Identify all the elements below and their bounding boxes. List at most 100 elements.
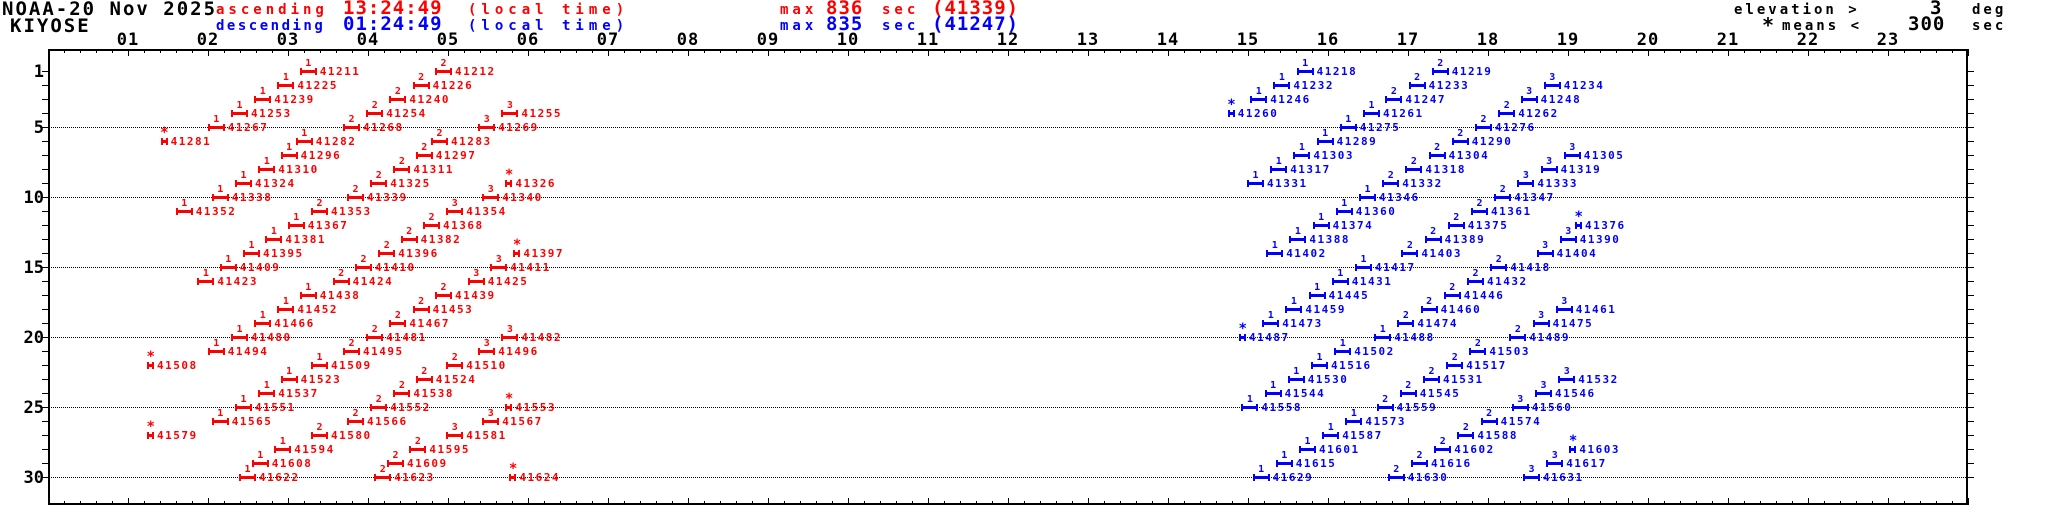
orbit-number: 41404 (1556, 247, 1598, 260)
x-axis-major-tick (928, 49, 929, 56)
orbit-number: 41573 (1365, 415, 1407, 428)
pass-duration-bar (258, 390, 276, 397)
pass-number: 2 (418, 296, 425, 307)
pass-number: 2 (1434, 142, 1441, 153)
x-axis-major-tick (528, 49, 529, 56)
orbit-number: 41538 (413, 387, 455, 400)
orbit-number: 41487 (1249, 331, 1290, 344)
x-axis-minor-tick (1760, 49, 1761, 53)
orbit-number: 41326 (515, 177, 557, 190)
orbit-number: 41395 (263, 247, 304, 260)
x-axis-minor-tick (672, 501, 673, 505)
x-axis-hour-label: 14 (1156, 30, 1180, 50)
pass-number: 1 (1258, 464, 1265, 475)
pass-number: 2 (375, 394, 382, 405)
pass-duration-bar (1517, 180, 1535, 187)
short-pass-asterisk-icon: * (1568, 433, 1578, 449)
pass-duration-bar (1250, 96, 1268, 103)
x-axis-minor-tick (1792, 49, 1793, 53)
orbit-number: 41494 (227, 345, 269, 358)
y-axis-day-tick (1968, 155, 1974, 156)
y-axis-day-tick (42, 337, 48, 338)
x-axis-minor-tick (144, 49, 145, 53)
pass-duration-bar (1273, 82, 1291, 89)
x-axis-minor-tick (720, 501, 721, 505)
short-pass-asterisk-icon: * (1574, 209, 1583, 225)
x-axis-hour-label: 02 (196, 30, 220, 50)
x-axis-minor-tick (1232, 501, 1233, 505)
x-axis-minor-tick (464, 49, 465, 53)
pass-number: 2 (436, 128, 443, 139)
pass-number: 1 (1360, 254, 1367, 265)
x-axis-minor-tick (224, 49, 225, 53)
x-axis-minor-tick (1520, 49, 1521, 53)
pass-duration-bar (280, 376, 298, 383)
x-axis-major-tick (1968, 498, 1969, 505)
pass-number: 1 (1302, 58, 1309, 69)
descending-max-label: max (780, 18, 818, 34)
pass-number: 2 (1387, 170, 1394, 181)
pass-number: 1 (286, 366, 293, 377)
y-axis-day-tick (42, 323, 48, 324)
pass-duration-bar (412, 82, 430, 89)
orbit-number: 41354 (466, 205, 507, 218)
pass-number: 1 (236, 100, 243, 111)
pass-number: 2 (1390, 86, 1397, 97)
x-axis-minor-tick (384, 49, 385, 53)
x-axis-minor-tick (304, 49, 305, 53)
x-axis-hour-label: 13 (1076, 30, 1100, 50)
pass-number: 2 (375, 170, 382, 181)
x-axis-minor-tick (544, 49, 545, 53)
descending-max-value: 835 (826, 13, 864, 35)
pass-duration-bar (1469, 348, 1487, 355)
pass-number: 2 (428, 212, 435, 223)
orbit-number: 41403 (1421, 247, 1463, 260)
x-axis-minor-tick (432, 49, 433, 53)
x-axis-minor-tick (1104, 49, 1105, 53)
pass-duration-bar (207, 124, 225, 131)
pass-number: 1 (257, 450, 264, 461)
pass-duration-bar (1555, 306, 1573, 313)
orbit-number: 41212 (455, 65, 496, 78)
pass-duration-bar (1451, 138, 1469, 145)
x-axis-minor-tick (96, 501, 97, 505)
pass-number: 3 (1563, 366, 1570, 377)
pass-duration-bar (175, 208, 193, 215)
pass-duration-bar (277, 306, 295, 313)
pass-number: 2 (348, 338, 355, 349)
orbit-number: 41360 (1355, 205, 1397, 218)
orbit-number: 41552 (390, 401, 431, 414)
x-axis-minor-tick (1744, 49, 1745, 53)
pass-number: 2 (421, 366, 428, 377)
pass-duration-bar (211, 194, 229, 201)
pass-duration-bar (490, 264, 508, 271)
pass-duration-bar (311, 362, 328, 369)
x-axis-minor-tick (832, 501, 833, 505)
x-axis-hour-label: 17 (1396, 30, 1420, 50)
orbit-number: 41338 (231, 191, 273, 204)
x-axis-hour-label: 11 (916, 30, 940, 50)
y-axis-day-tick (1968, 295, 1974, 296)
pass-duration-bar (478, 348, 496, 355)
pass-number: 2 (418, 72, 425, 83)
x-axis-minor-tick (1120, 49, 1121, 53)
pass-duration-bar (1498, 110, 1516, 117)
pass-duration-bar (1543, 82, 1561, 89)
x-axis-hour-label: 12 (996, 30, 1020, 50)
pass-duration-bar (366, 334, 384, 341)
pass-duration-bar (1397, 320, 1415, 327)
x-axis-minor-tick (1376, 501, 1377, 505)
pass-duration-bar (389, 96, 407, 103)
pass-duration-bar (415, 152, 433, 159)
x-axis-minor-tick (336, 501, 337, 505)
pass-duration-bar (1575, 222, 1582, 229)
x-axis-minor-tick (704, 501, 705, 505)
x-axis-minor-tick (80, 49, 81, 53)
pass-duration-bar (1520, 96, 1538, 103)
pass-duration-bar (1535, 390, 1552, 397)
x-axis-minor-tick (320, 501, 321, 505)
x-axis-minor-tick (1904, 49, 1905, 53)
x-axis-minor-tick (1920, 501, 1921, 505)
pass-number: 1 (240, 170, 247, 181)
